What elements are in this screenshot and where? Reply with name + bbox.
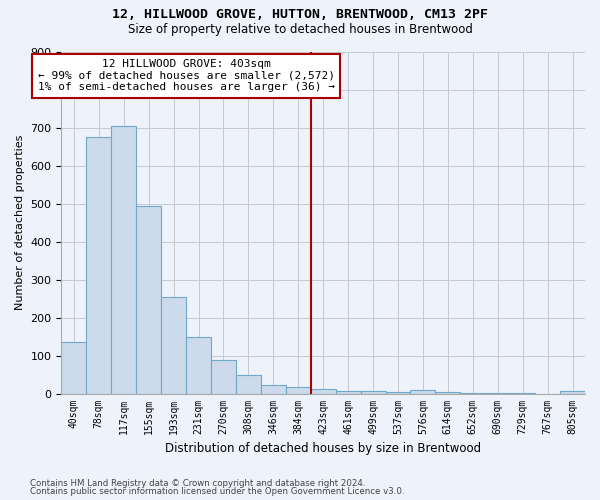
Bar bbox=[436, 392, 460, 394]
Bar bbox=[410, 390, 436, 394]
Bar bbox=[86, 137, 111, 394]
Bar bbox=[186, 336, 211, 394]
Text: 12, HILLWOOD GROVE, HUTTON, BRENTWOOD, CM13 2PF: 12, HILLWOOD GROVE, HUTTON, BRENTWOOD, C… bbox=[112, 8, 488, 20]
Text: Contains public sector information licensed under the Open Government Licence v3: Contains public sector information licen… bbox=[30, 487, 404, 496]
Text: 12 HILLWOOD GROVE: 403sqm
← 99% of detached houses are smaller (2,572)
1% of sem: 12 HILLWOOD GROVE: 403sqm ← 99% of detac… bbox=[38, 59, 335, 92]
Bar bbox=[460, 393, 485, 394]
Bar bbox=[136, 206, 161, 394]
Bar bbox=[211, 360, 236, 394]
Bar bbox=[560, 390, 585, 394]
Bar bbox=[111, 126, 136, 394]
X-axis label: Distribution of detached houses by size in Brentwood: Distribution of detached houses by size … bbox=[165, 442, 481, 455]
Bar bbox=[311, 390, 335, 394]
Bar bbox=[61, 342, 86, 394]
Bar bbox=[261, 385, 286, 394]
Text: Size of property relative to detached houses in Brentwood: Size of property relative to detached ho… bbox=[128, 22, 472, 36]
Bar bbox=[236, 374, 261, 394]
Text: Contains HM Land Registry data © Crown copyright and database right 2024.: Contains HM Land Registry data © Crown c… bbox=[30, 478, 365, 488]
Bar bbox=[361, 391, 386, 394]
Bar bbox=[386, 392, 410, 394]
Y-axis label: Number of detached properties: Number of detached properties bbox=[15, 135, 25, 310]
Bar bbox=[161, 298, 186, 394]
Bar bbox=[335, 390, 361, 394]
Bar bbox=[286, 386, 311, 394]
